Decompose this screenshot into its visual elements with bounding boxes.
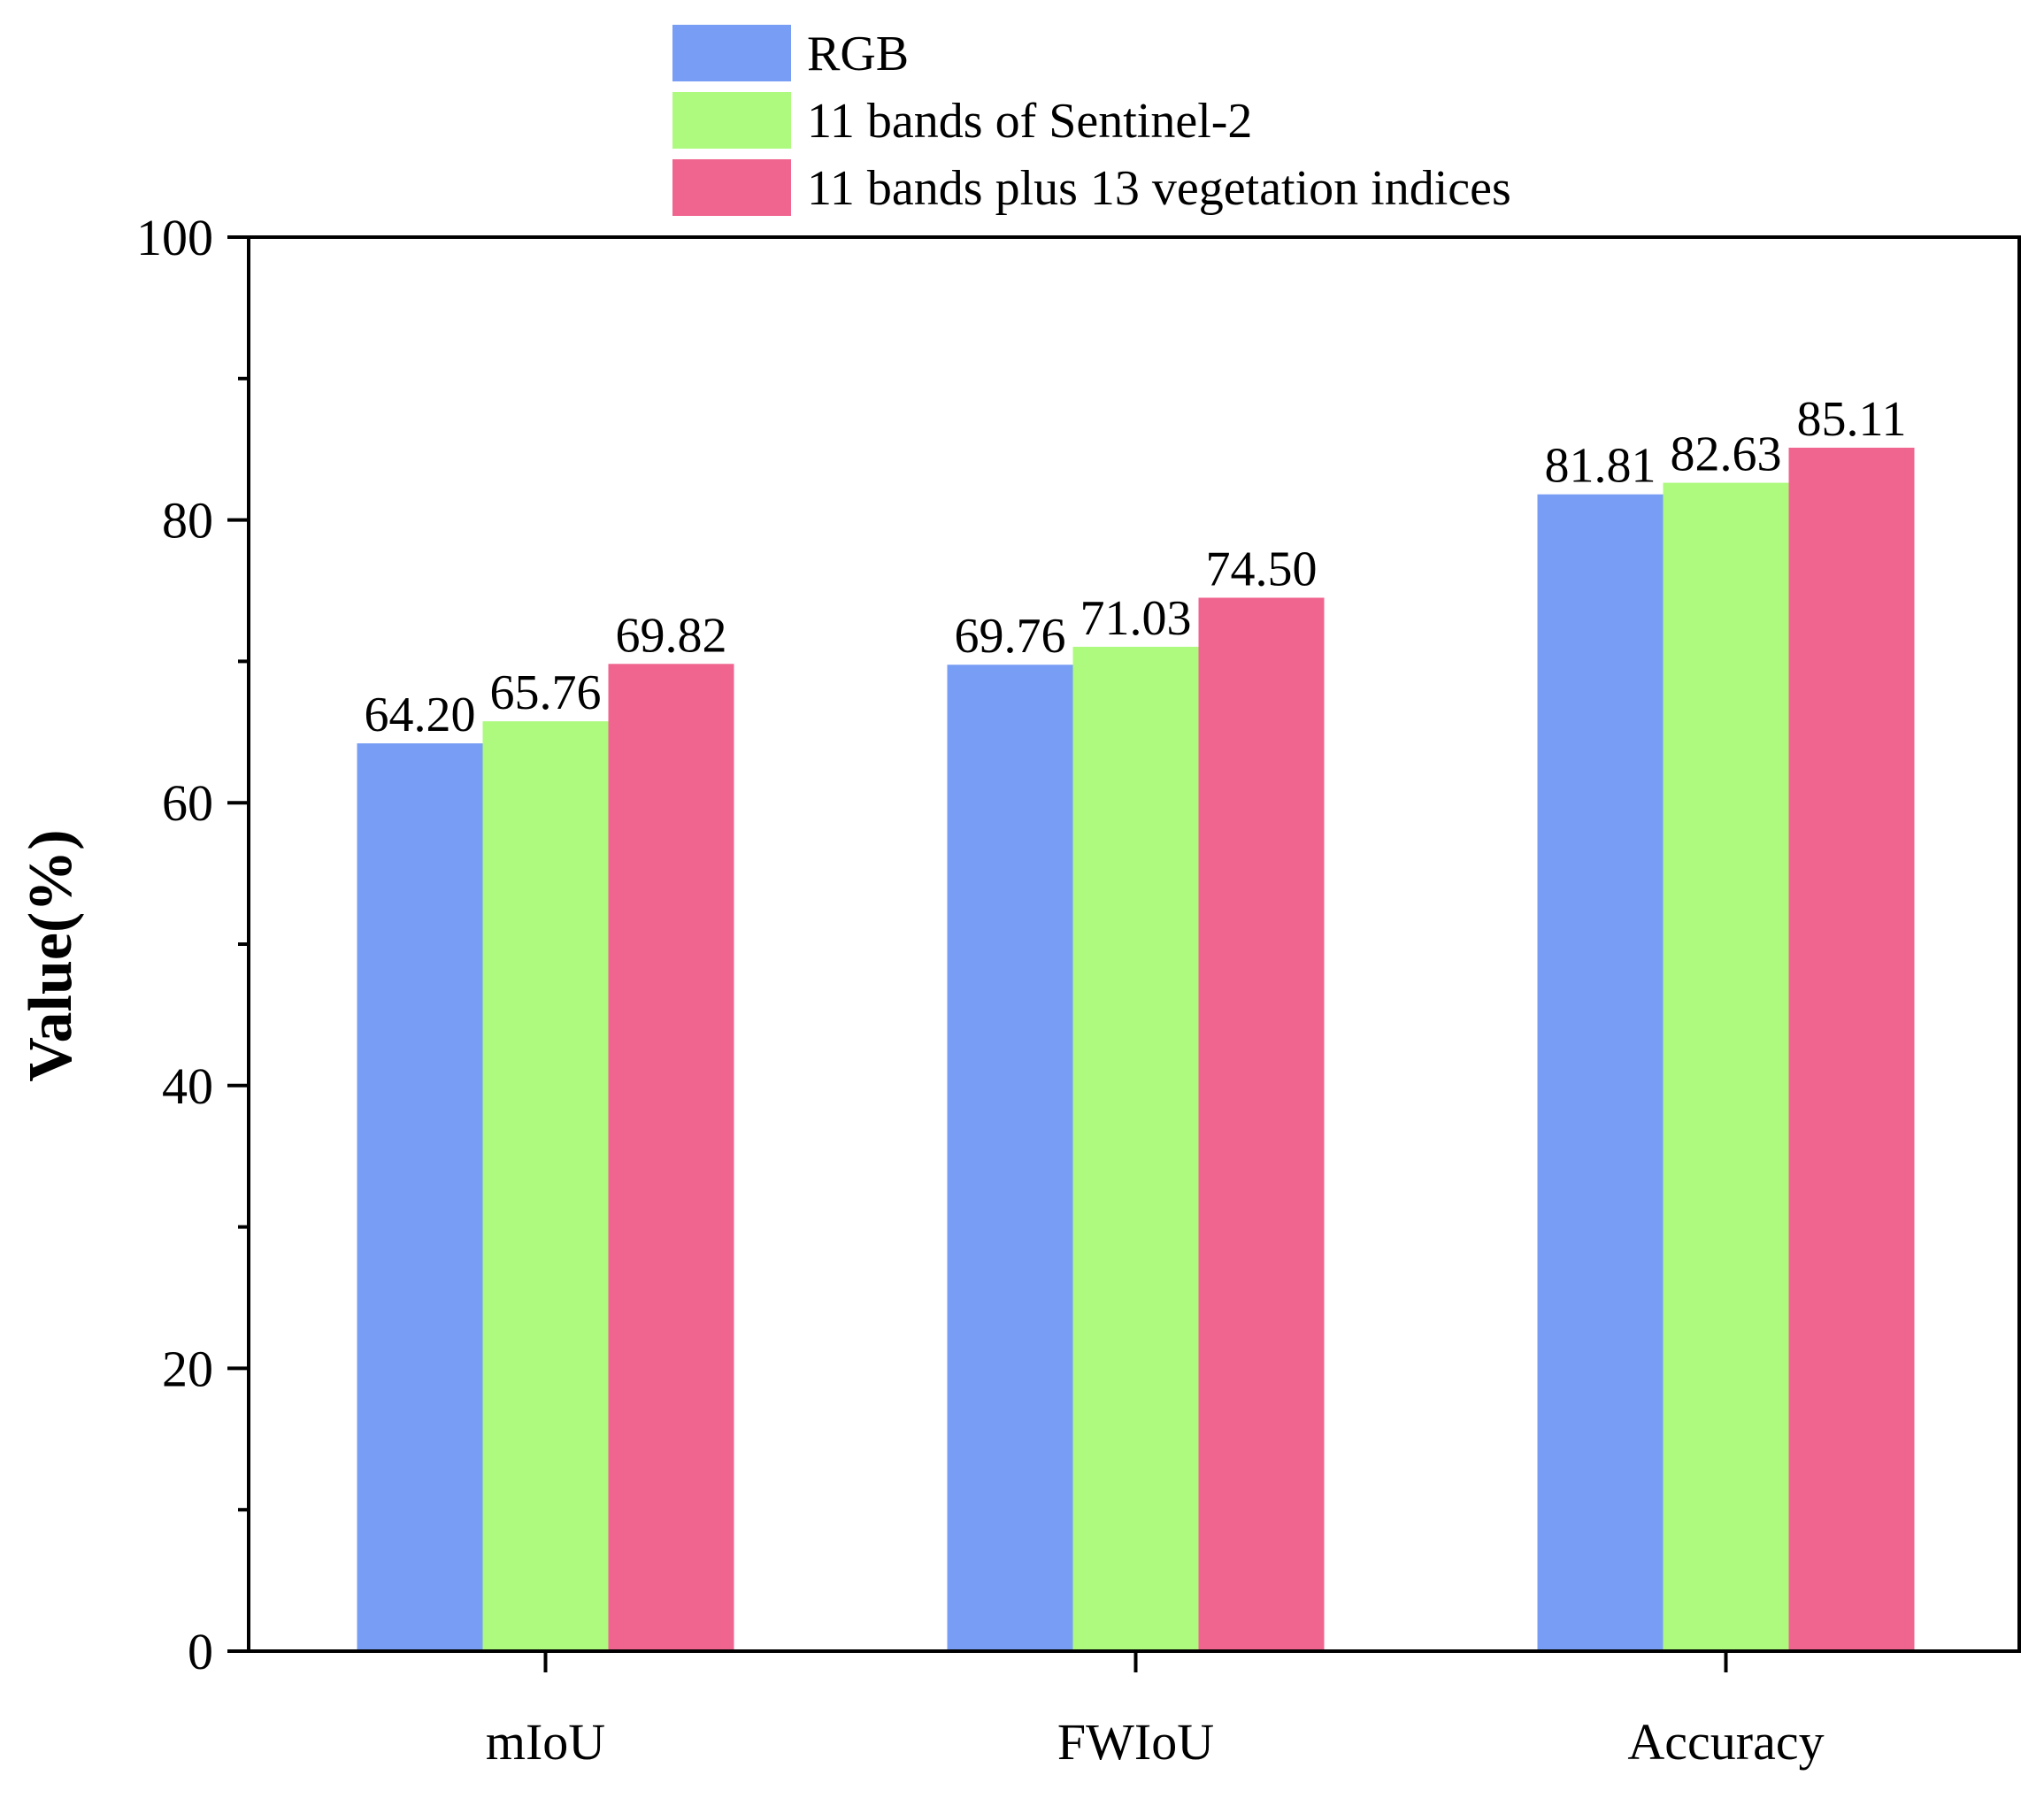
legend-swatch [672,159,791,216]
y-tick-label: 60 [162,774,213,832]
bar-value-labels: 64.20 65.76 69.82 69.76 71.03 74.50 81.81 82.63… [365,392,1907,742]
y-tick-label: 80 [162,492,213,549]
bar-fwiou-2 [1072,646,1199,1651]
bar-value-label: 71.03 [1080,591,1192,646]
bar-value-label: 65.76 [490,665,602,720]
bars [357,447,1915,1652]
legend-label: 11 bands of Sentinel-2 [807,94,1252,149]
y-tick-label: 0 [188,1623,213,1680]
x-tick-label: Accuracy [1627,1713,1824,1771]
bar-value-label: 81.81 [1545,439,1656,494]
legend: RGB 11 bands of Sentinel-2 11 bands plus 1… [672,25,1511,216]
legend-swatch [672,25,791,81]
y-tick-label: 20 [162,1340,213,1397]
bar-value-label: 74.50 [1206,542,1318,596]
bar-fwiou-1 [947,665,1073,1651]
x-tick-label: FWIoU [1057,1713,1214,1771]
y-tick-label: 40 [162,1057,213,1115]
bar-value-label: 64.20 [365,688,476,742]
bar-accuracy-2 [1663,482,1789,1652]
legend-label: RGB [807,27,909,81]
bar-miou-3 [608,664,734,1652]
x-tick-label: mIoU [486,1713,605,1771]
axes: mIoU FWIoU Accuracy 0 20 40 60 80 100 [136,209,2021,1771]
bar-value-label: 85.11 [1797,392,1907,447]
bar-value-label: 82.63 [1671,427,1782,482]
y-tick-label: 100 [136,209,213,266]
bar-value-label: 69.76 [955,609,1066,664]
bar-fwiou-3 [1198,597,1325,1651]
bar-miou-2 [482,721,609,1651]
bar-miou-1 [357,743,483,1651]
legend-label: 11 bands plus 13 vegetation indices [807,161,1511,216]
bar-value-label: 69.82 [616,608,727,663]
bar-accuracy-1 [1537,494,1664,1651]
bar-accuracy-3 [1788,447,1915,1652]
legend-swatch [672,92,791,149]
y-axis-label: Value(%) [17,829,85,1081]
